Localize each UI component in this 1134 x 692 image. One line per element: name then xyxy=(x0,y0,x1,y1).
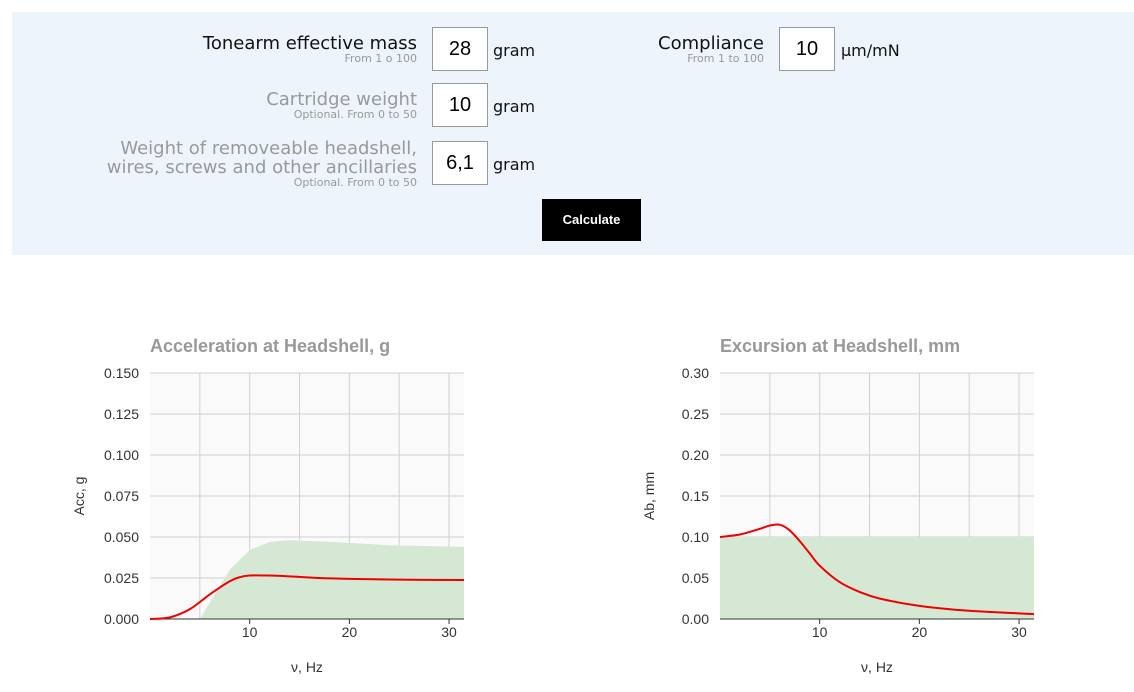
cartridge-weight-input[interactable]: 10 xyxy=(432,83,488,127)
compliance-hint: From 1 to 100 xyxy=(687,52,764,65)
exc-xtick-label: 20 xyxy=(912,624,928,640)
tonearm-mass-input[interactable]: 28 xyxy=(432,27,488,71)
acc-ytick-label: 0.000 xyxy=(104,611,139,627)
exc-chart-title: Excursion at Headshell, mm xyxy=(720,336,960,356)
exc-safe-band xyxy=(720,537,1034,619)
headshell-weight-label-line2: wires, screws and other ancillaries xyxy=(106,157,417,178)
compliance-unit: µm/mN xyxy=(841,41,900,60)
headshell-weight-label: Weight of removeable headshell, wires, s… xyxy=(107,139,417,189)
exc-ytick-label: 0.15 xyxy=(682,488,709,504)
exc-y-axis-label: Ab, mm xyxy=(641,472,657,520)
cartridge-weight-unit: gram xyxy=(493,97,536,116)
acc-ytick-label: 0.050 xyxy=(104,529,139,545)
acc-xtick-label: 30 xyxy=(441,624,457,640)
tonearm-mass-label: Tonearm effective mass From 1 o 100 xyxy=(203,34,417,65)
exc-ytick-label: 0.00 xyxy=(682,611,709,627)
tonearm-mass-unit: gram xyxy=(493,41,536,60)
exc-chart: 0.00 0.05 0.10 0.15 0.20 0.25 0.30 10 20 30 Excurs… xyxy=(641,336,1035,675)
cartridge-weight-hint: Optional. From 0 to 50 xyxy=(293,108,417,121)
headshell-weight-label-line1: Weight of removeable headshell, xyxy=(120,138,417,159)
exc-ytick-label: 0.05 xyxy=(682,570,709,586)
cartridge-weight-label: Cartridge weight Optional. From 0 to 50 xyxy=(266,90,417,121)
acc-ytick-label: 0.100 xyxy=(104,447,139,463)
exc-ytick-label: 0.10 xyxy=(682,529,709,545)
acc-ytick-label: 0.150 xyxy=(104,365,139,381)
compliance-label-text: Compliance xyxy=(658,33,764,54)
tonearm-mass-hint: From 1 o 100 xyxy=(344,52,417,65)
compliance-label: Compliance From 1 to 100 xyxy=(658,34,764,65)
exc-xtick-label: 30 xyxy=(1011,624,1027,640)
compliance-input[interactable]: 10 xyxy=(779,27,835,71)
acc-safe-band xyxy=(199,540,465,619)
headshell-weight-input[interactable]: 6,1 xyxy=(432,141,488,185)
headshell-weight-unit: gram xyxy=(493,155,536,174)
acc-xtick-label: 20 xyxy=(342,624,358,640)
acc-ytick-label: 0.075 xyxy=(104,488,139,504)
acc-y-axis-label: Acc, g xyxy=(71,477,87,516)
exc-series-line xyxy=(719,523,1035,616)
exc-x-axis-label: ν, Hz xyxy=(861,659,893,675)
acc-ytick-label: 0.025 xyxy=(104,570,139,586)
headshell-weight-hint: Optional. From 0 to 50 xyxy=(293,176,417,189)
cartridge-weight-label-text: Cartridge weight xyxy=(266,89,417,110)
exc-ytick-label: 0.20 xyxy=(682,447,709,463)
acc-ytick-label: 0.125 xyxy=(104,406,139,422)
acc-x-axis-label: ν, Hz xyxy=(291,659,323,675)
exc-ytick-label: 0.30 xyxy=(682,365,709,381)
calculate-button[interactable]: Calculate xyxy=(542,199,641,241)
acc-chart-title: Acceleration at Headshell, g xyxy=(150,336,390,356)
acc-series-line xyxy=(149,574,465,620)
exc-ytick-label: 0.25 xyxy=(682,406,709,422)
tonearm-mass-label-text: Tonearm effective mass xyxy=(202,33,417,54)
acc-xtick-label: 10 xyxy=(242,624,258,640)
acc-chart: 0.000 0.025 0.050 0.075 0.100 0.125 0.150 10 20 3… xyxy=(71,336,465,675)
exc-xtick-label: 10 xyxy=(812,624,828,640)
